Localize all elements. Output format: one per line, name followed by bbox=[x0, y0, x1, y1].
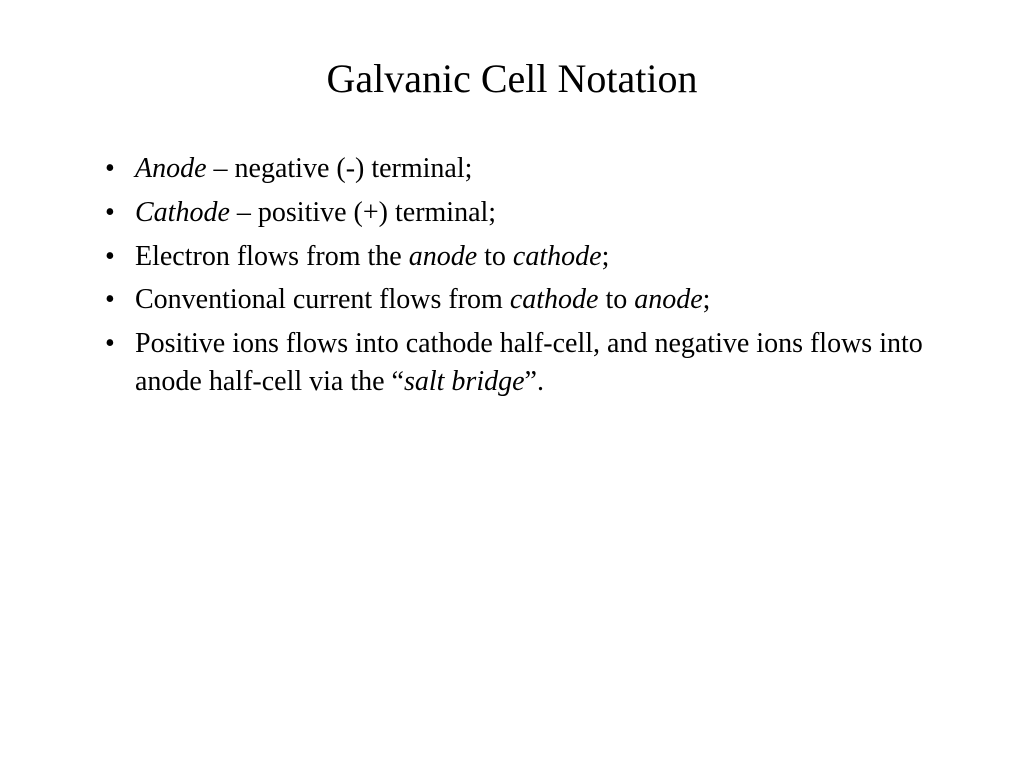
bullet-list: Anode – negative (-) terminal; Cathode –… bbox=[75, 150, 949, 401]
italic-text: cathode bbox=[510, 284, 599, 315]
body-text: – positive (+) terminal; bbox=[230, 197, 496, 228]
italic-text: anode bbox=[634, 284, 702, 315]
body-text: ; bbox=[703, 284, 711, 315]
body-text: to bbox=[477, 241, 513, 272]
body-text: ; bbox=[602, 241, 610, 272]
bullet-item: Anode – negative (-) terminal; bbox=[105, 150, 949, 188]
body-text: to bbox=[598, 284, 634, 315]
bullet-item: Conventional current flows from cathode … bbox=[105, 281, 949, 319]
italic-text: salt bridge bbox=[404, 366, 525, 397]
slide-title: Galvanic Cell Notation bbox=[75, 55, 949, 102]
body-text: Conventional current flows from bbox=[135, 284, 510, 315]
italic-text: Anode bbox=[135, 153, 207, 184]
body-text: ”. bbox=[525, 366, 544, 397]
italic-text: anode bbox=[409, 241, 477, 272]
bullet-item: Electron flows from the anode to cathode… bbox=[105, 238, 949, 276]
bullet-item: Positive ions flows into cathode half-ce… bbox=[105, 325, 949, 401]
italic-text: cathode bbox=[513, 241, 602, 272]
body-text: – negative (-) terminal; bbox=[207, 153, 473, 184]
body-text: Electron flows from the bbox=[135, 241, 409, 272]
bullet-item: Cathode – positive (+) terminal; bbox=[105, 194, 949, 232]
italic-text: Cathode bbox=[135, 197, 230, 228]
